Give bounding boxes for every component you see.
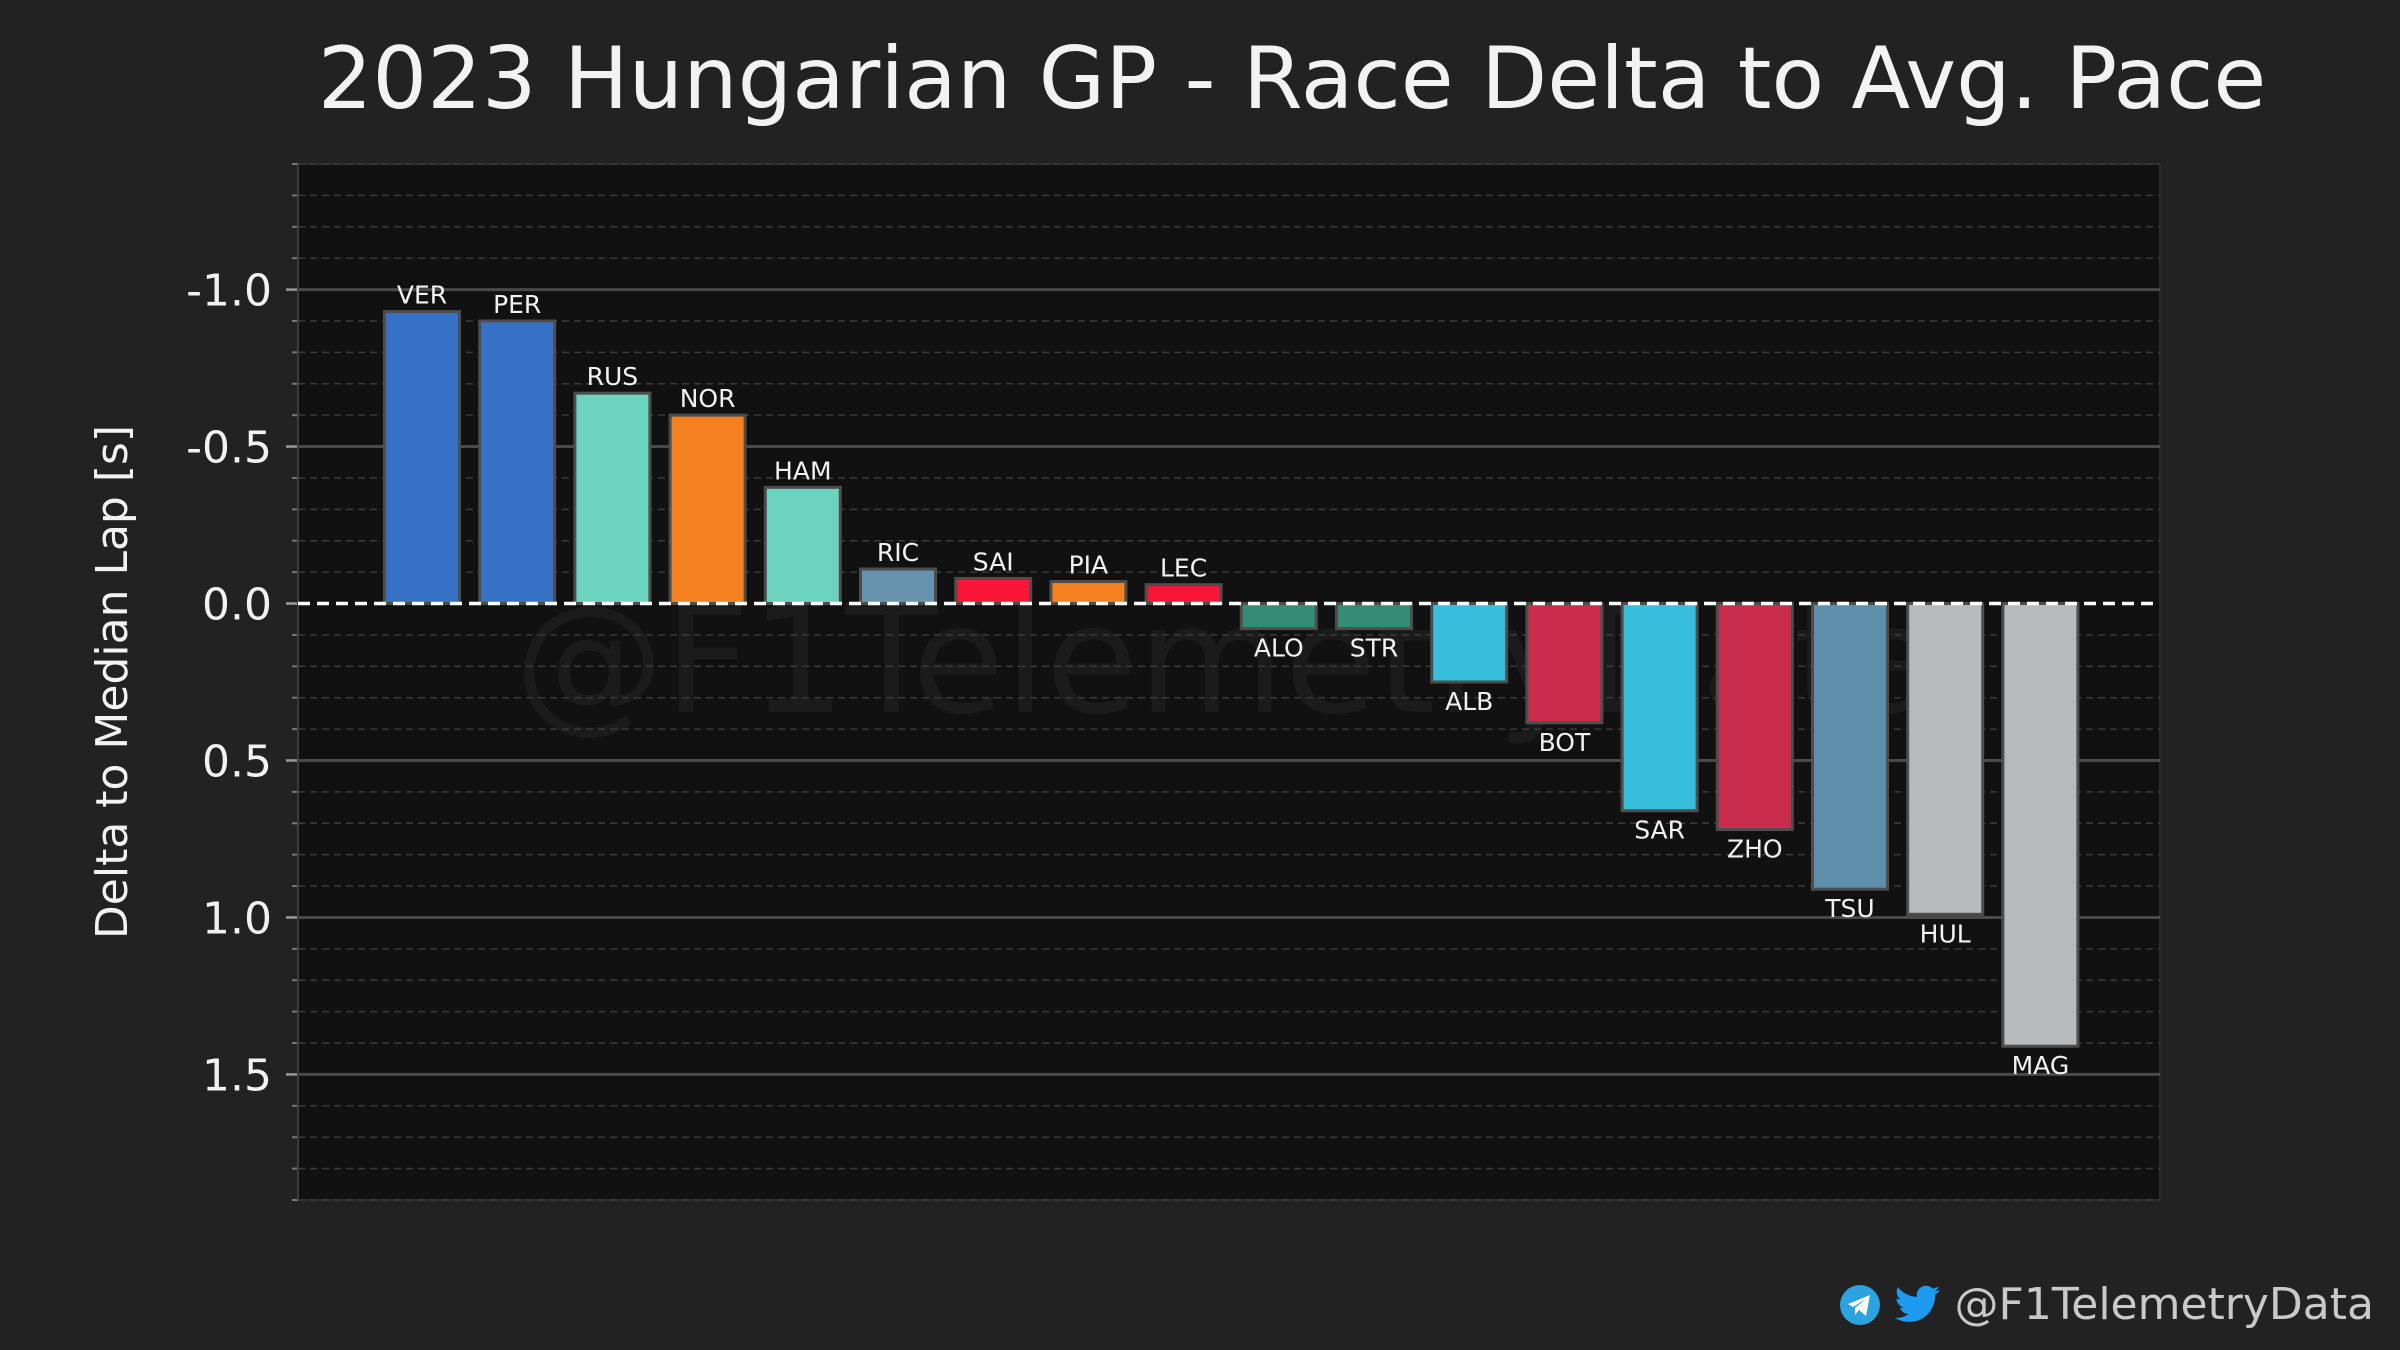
bar-hul xyxy=(1906,602,1985,916)
bar-label-sar: SAR xyxy=(1634,816,1685,845)
bar-label-ric: RIC xyxy=(877,538,919,567)
bar-label-ham: HAM xyxy=(774,456,831,485)
bar-mag xyxy=(2001,602,2080,1048)
y-tick-label: -1.0 xyxy=(186,266,272,317)
footer-handle: @F1TelemetryData xyxy=(1954,1279,2374,1330)
bar-ver xyxy=(383,310,461,606)
y-tick-label: 0.0 xyxy=(202,580,272,631)
y-tick-label: 1.5 xyxy=(202,1050,272,1101)
bar-sar xyxy=(1620,602,1699,813)
bar-bot xyxy=(1525,602,1604,725)
bar-label-alb: ALB xyxy=(1445,687,1493,716)
bar-pia xyxy=(1049,580,1128,606)
bar-sai xyxy=(954,576,1033,606)
bar-label-sai: SAI xyxy=(973,547,1014,576)
bar-rus xyxy=(573,391,652,606)
bar-label-ver: VER xyxy=(397,281,447,310)
bar-label-pia: PIA xyxy=(1069,551,1109,580)
bar-tsu xyxy=(1811,602,1889,891)
bar-label-rus: RUS xyxy=(587,362,639,391)
bar-label-per: PER xyxy=(493,290,541,319)
bar-ham xyxy=(763,485,842,606)
bar-label-str: STR xyxy=(1350,634,1399,663)
chart-title: 2023 Hungarian GP - Race Delta to Avg. P… xyxy=(318,29,2267,129)
bar-label-tsu: TSU xyxy=(1824,894,1874,923)
y-tick-label: 0.5 xyxy=(202,736,272,787)
bar-zho xyxy=(1715,602,1794,832)
twitter-icon[interactable] xyxy=(1894,1285,1941,1325)
bar-label-bot: BOT xyxy=(1539,728,1591,757)
bar-nor xyxy=(668,413,747,606)
telegram-icon[interactable] xyxy=(1839,1284,1881,1326)
y-axis-label: Delta to Median Lap [s] xyxy=(87,425,138,939)
bar-str xyxy=(1335,602,1413,631)
bar-label-mag: MAG xyxy=(2012,1051,2070,1080)
y-tick-label: 1.0 xyxy=(202,893,272,944)
bar-label-nor: NOR xyxy=(680,384,736,413)
bar-alo xyxy=(1239,602,1318,631)
bar-per xyxy=(478,319,557,606)
bar-lec xyxy=(1144,583,1223,606)
bar-label-lec: LEC xyxy=(1160,554,1207,583)
bar-ric xyxy=(859,567,937,606)
y-tick-label: -0.5 xyxy=(186,423,272,474)
footer-credits: @F1TelemetryData xyxy=(1839,1279,2374,1330)
bar-label-alo: ALO xyxy=(1254,634,1304,663)
bar-alb xyxy=(1430,602,1509,684)
bar-label-zho: ZHO xyxy=(1727,835,1783,864)
bar-label-hul: HUL xyxy=(1920,919,1971,948)
